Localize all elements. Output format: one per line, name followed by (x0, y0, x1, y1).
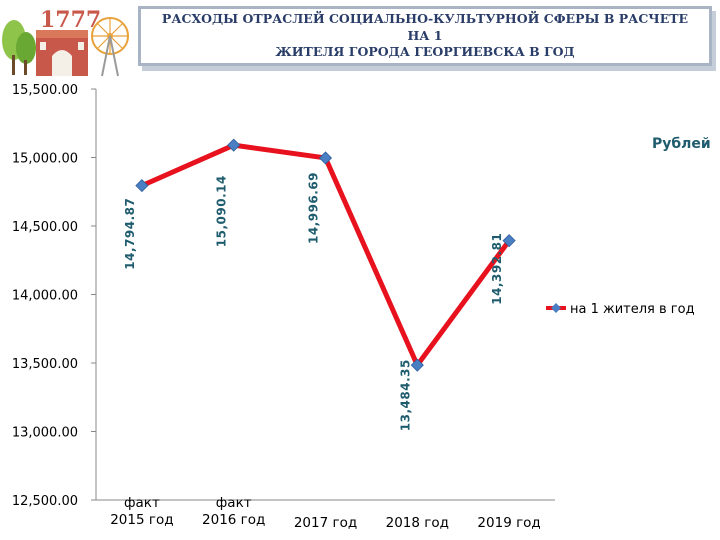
x-tick-label: 2018 год (386, 515, 449, 531)
x-tick-label: факт 2016 год (202, 495, 265, 528)
x-tick-label-line: 2015 год (110, 512, 173, 528)
data-label: 13,484.35 (398, 359, 412, 431)
x-tick-label-line: факт (216, 495, 252, 511)
data-labels-group: 14,794.87 15,090.14 14,996.69 13,484.35 14,3… (123, 172, 504, 431)
x-tick-label-line: 2017 год (294, 515, 357, 531)
y-tick-label: 12,500.00 (12, 494, 78, 509)
unit-label: Рублей (652, 136, 711, 152)
legend-label: на 1 жителя в год (570, 302, 695, 317)
page-title: РАСХОДЫ ОТРАСЛЕЙ СОЦИАЛЬНО-КУЛЬТУРНОЙ СФ… (161, 11, 689, 62)
data-label: 14,996.69 (307, 172, 321, 244)
y-tick-label: 15,500.00 (12, 83, 78, 98)
title-box: РАСХОДЫ ОТРАСЛЕЙ СОЦИАЛЬНО-КУЛЬТУРНОЙ СФ… (138, 6, 712, 66)
x-tick-label-line: факт (124, 495, 160, 511)
data-point-marker (135, 179, 149, 193)
header-band: 1777 РАСХОДЫ ОТРАСЛЕЙ СОЦИАЛЬНО-КУЛЬТУРН… (0, 0, 720, 78)
y-axis-ticks: 12,500.00 13,000.00 13,500.00 14,000.00 14,5… (12, 83, 96, 509)
markers-group (135, 138, 516, 372)
legend: на 1 жителя в год (546, 302, 695, 317)
x-tick-label: 2017 год (294, 515, 357, 531)
x-tick-label: 2019 год (477, 515, 540, 531)
title-line-1: РАСХОДЫ ОТРАСЛЕЙ СОЦИАЛЬНО-КУЛЬТУРНОЙ СФ… (161, 10, 689, 43)
x-tick-label-line: 2016 год (202, 512, 265, 528)
y-tick-label: 14,000.00 (12, 289, 78, 304)
data-label: 14,392.81 (490, 233, 504, 305)
data-point-marker (502, 234, 516, 248)
data-label: 14,794.87 (123, 198, 137, 270)
x-tick-label: факт 2015 год (110, 495, 173, 528)
data-label: 15,090.14 (215, 175, 229, 247)
x-tick-label-line: 2018 год (386, 515, 449, 531)
chart-axes (95, 89, 555, 501)
x-tick-label-line: 2019 год (477, 515, 540, 531)
city-logo: 1777 (0, 0, 132, 78)
line-chart: 12,500.00 13,000.00 13,500.00 14,000.00 14,5… (12, 83, 711, 531)
data-point-marker (318, 151, 333, 165)
legend-marker-swatch (551, 303, 561, 313)
y-tick-label: 15,000.00 (12, 152, 78, 167)
series-line (139, 142, 512, 368)
logo-year: 1777 (40, 7, 101, 33)
data-point-marker (410, 358, 424, 372)
data-point-marker (227, 138, 241, 152)
title-line-2: ЖИТЕЛЯ ГОРОДА ГЕОРГИЕВСКА В ГОД (275, 44, 575, 60)
y-tick-label: 13,500.00 (12, 357, 78, 372)
y-tick-label: 14,500.00 (12, 220, 78, 235)
y-tick-label: 13,000.00 (12, 426, 78, 441)
series-group (139, 142, 512, 368)
